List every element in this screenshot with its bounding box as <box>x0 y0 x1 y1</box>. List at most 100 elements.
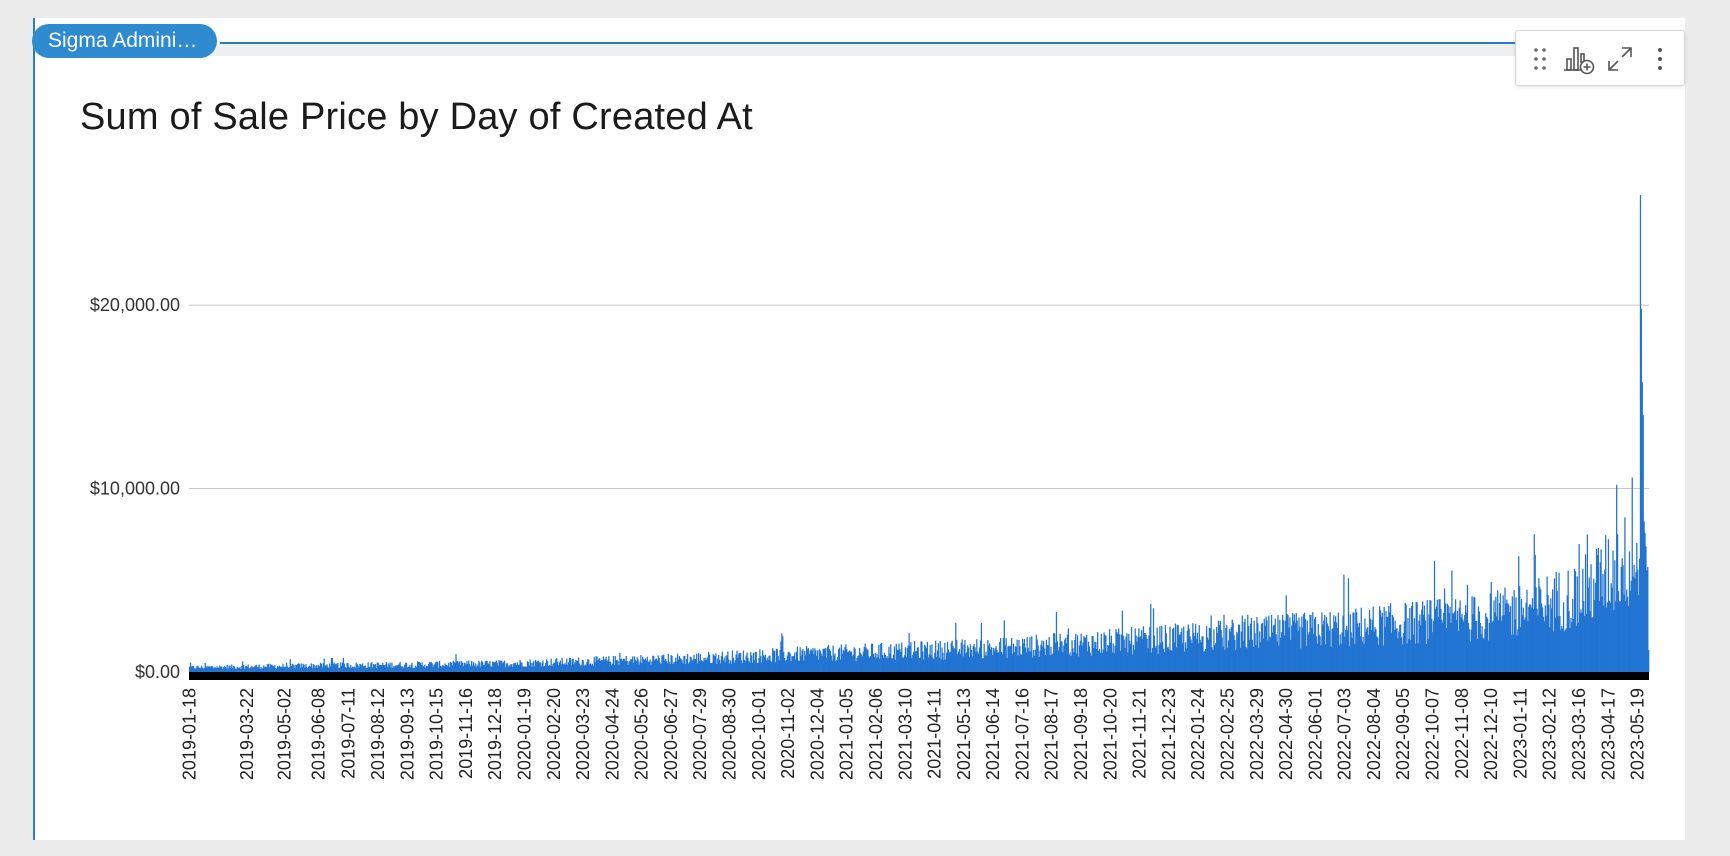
bar[interactable] <box>916 647 918 672</box>
bar[interactable] <box>700 660 702 672</box>
bar[interactable] <box>198 667 200 672</box>
bar[interactable] <box>1614 560 1616 672</box>
bar[interactable] <box>230 667 232 672</box>
bar[interactable] <box>559 660 561 672</box>
bar[interactable] <box>546 660 549 672</box>
bar[interactable] <box>545 659 548 672</box>
bar[interactable] <box>1387 616 1389 672</box>
bar[interactable] <box>1634 578 1636 672</box>
bar[interactable] <box>697 663 699 672</box>
bar[interactable] <box>1526 589 1528 672</box>
bar[interactable] <box>362 666 365 672</box>
bar[interactable] <box>578 657 580 672</box>
bar[interactable] <box>721 651 724 672</box>
bar[interactable] <box>468 660 470 672</box>
bar[interactable] <box>342 657 345 672</box>
bar[interactable] <box>420 664 422 672</box>
bar[interactable] <box>1011 653 1014 672</box>
bar[interactable] <box>1007 646 1009 672</box>
bar[interactable] <box>763 656 766 672</box>
bar[interactable] <box>1148 635 1150 672</box>
bar[interactable] <box>1619 601 1621 672</box>
bar[interactable] <box>1572 599 1574 672</box>
bar[interactable] <box>507 666 509 672</box>
bar[interactable] <box>257 666 259 672</box>
bar[interactable] <box>881 642 883 672</box>
bar[interactable] <box>849 651 852 672</box>
bar[interactable] <box>579 665 582 672</box>
bar[interactable] <box>1417 643 1419 672</box>
bar[interactable] <box>645 660 648 672</box>
bar[interactable] <box>1370 630 1372 672</box>
bar[interactable] <box>1402 632 1405 672</box>
bar[interactable] <box>474 663 476 672</box>
bar[interactable] <box>880 643 882 672</box>
bar[interactable] <box>535 662 538 672</box>
bar[interactable] <box>850 651 853 672</box>
bar[interactable] <box>351 667 353 672</box>
bar[interactable] <box>1153 635 1156 672</box>
bar[interactable] <box>1524 617 1526 672</box>
bar[interactable] <box>1036 639 1038 672</box>
bar[interactable] <box>1363 643 1365 672</box>
bar[interactable] <box>1269 636 1271 672</box>
bar[interactable] <box>755 651 757 672</box>
bar[interactable] <box>633 656 636 672</box>
bar[interactable] <box>1580 609 1582 672</box>
bar[interactable] <box>1118 628 1120 672</box>
bar[interactable] <box>1410 640 1412 672</box>
bar[interactable] <box>1192 623 1194 672</box>
bar[interactable] <box>293 665 295 672</box>
bar[interactable] <box>327 666 329 672</box>
bar[interactable] <box>685 664 687 672</box>
bar[interactable] <box>1531 598 1534 672</box>
bar[interactable] <box>597 660 599 672</box>
bar[interactable] <box>862 651 864 672</box>
bar[interactable] <box>1099 652 1102 672</box>
bar[interactable] <box>787 652 789 672</box>
bar[interactable] <box>1428 614 1430 672</box>
bar[interactable] <box>551 666 553 672</box>
bar[interactable] <box>877 657 879 672</box>
bar[interactable] <box>1350 632 1352 672</box>
bar[interactable] <box>659 662 661 672</box>
bar[interactable] <box>1632 576 1634 672</box>
bar[interactable] <box>1475 621 1477 672</box>
bar[interactable] <box>1041 640 1043 672</box>
bar[interactable] <box>949 651 951 672</box>
bar[interactable] <box>614 656 616 672</box>
bar[interactable] <box>1413 618 1416 672</box>
bar[interactable] <box>267 663 269 672</box>
bar[interactable] <box>1251 639 1253 672</box>
bar[interactable] <box>191 665 194 672</box>
bar[interactable] <box>651 661 653 672</box>
bar[interactable] <box>1506 599 1508 672</box>
bar[interactable] <box>470 661 473 672</box>
bar[interactable] <box>294 668 296 672</box>
bar[interactable] <box>899 649 901 672</box>
bar[interactable] <box>1056 641 1059 672</box>
bar[interactable] <box>1448 613 1450 672</box>
bar[interactable] <box>956 639 958 672</box>
bar[interactable] <box>1399 624 1401 672</box>
bar[interactable] <box>1529 604 1531 672</box>
bar[interactable] <box>762 655 765 672</box>
bar[interactable] <box>330 657 333 672</box>
bar[interactable] <box>1044 654 1047 672</box>
bar[interactable] <box>1175 647 1178 672</box>
bar[interactable] <box>859 652 862 672</box>
bar[interactable] <box>1638 595 1640 672</box>
bar[interactable] <box>938 657 940 672</box>
bar[interactable] <box>1198 625 1200 672</box>
bar[interactable] <box>441 665 443 672</box>
bar[interactable] <box>463 662 465 672</box>
bar[interactable] <box>707 657 709 672</box>
bar[interactable] <box>435 661 437 672</box>
bar[interactable] <box>1637 569 1639 672</box>
bar[interactable] <box>452 660 454 672</box>
bar[interactable] <box>481 660 483 672</box>
bar[interactable] <box>727 651 729 672</box>
bar[interactable] <box>866 649 868 672</box>
bar[interactable] <box>1359 636 1362 672</box>
bar[interactable] <box>1206 637 1209 672</box>
